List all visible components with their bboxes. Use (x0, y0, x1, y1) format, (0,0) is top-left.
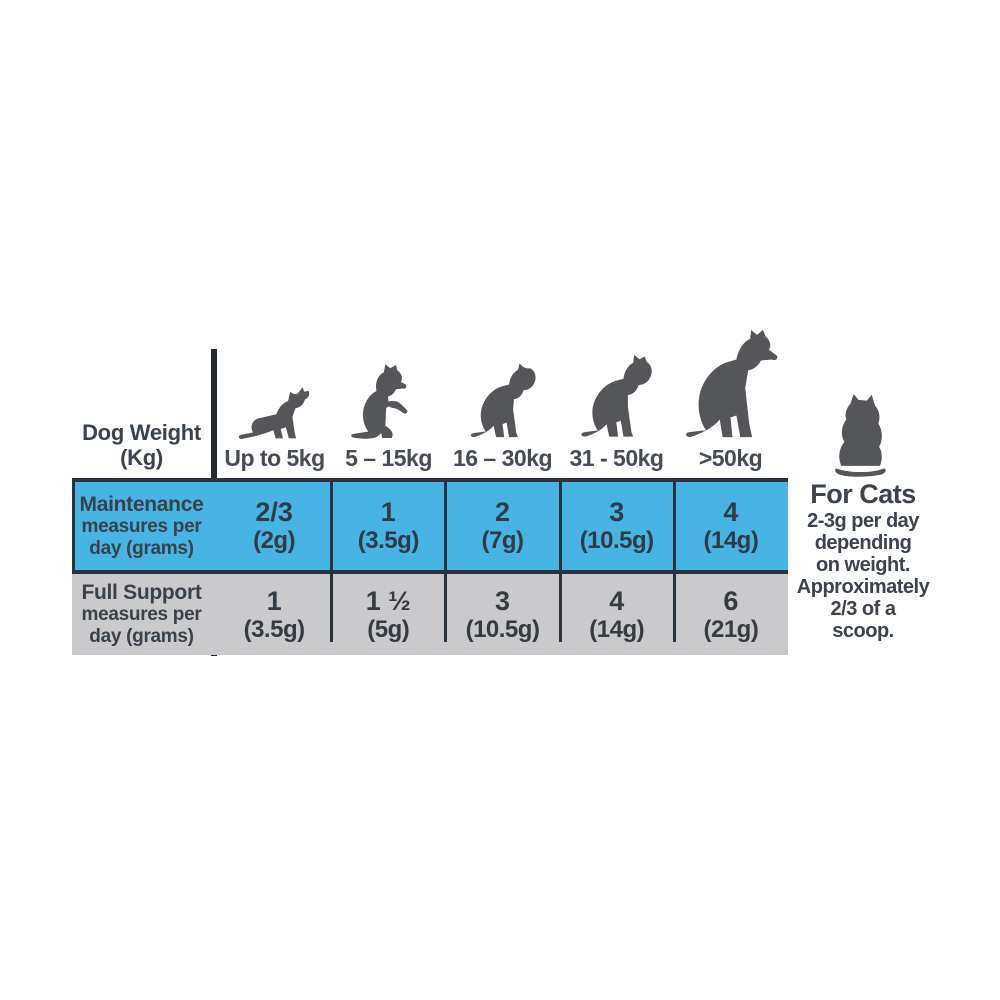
full-support-cell-col5: 6 (21g) (672, 574, 788, 655)
xlarge-dog-icon (686, 329, 778, 438)
measures-value: 1 ½ (365, 585, 411, 616)
row-label-line: Maintenance (79, 492, 204, 516)
full-support-cell-col3: 3 (10.5g) (444, 574, 559, 655)
measures-value: 1 (380, 497, 396, 527)
full-support-cell-col1: 1 (3.5g) (217, 574, 331, 655)
for-cats-note: For Cats 2-3g per day depending on weigh… (789, 479, 937, 642)
maintenance-cell-col1: 2/3 (2g) (217, 482, 331, 570)
grams-value: (21g) (703, 615, 759, 643)
for-cats-line: scoop. (832, 620, 894, 642)
measures-value: 1 (266, 585, 282, 616)
full-support-cell-col4: 4 (14g) (558, 574, 674, 655)
weight-label-col1: Up to 5kg (224, 445, 325, 471)
measures-value: 2 (494, 497, 511, 527)
measures-value: 6 (723, 585, 739, 616)
row-label-line: measures per (81, 515, 202, 537)
weight-label-col5: >50kg (698, 445, 763, 471)
maintenance-cell-col5: 4 (14g) (672, 482, 788, 570)
for-cats-line: Approximately (796, 576, 930, 598)
row-label-line: Full Support (81, 581, 202, 604)
grams-value: (14g) (589, 615, 645, 643)
dog-weight-header-line2: (Kg) (120, 445, 163, 470)
measures-value: 4 (723, 497, 739, 527)
dog-weight-header: Dog Weight (Kg) (72, 420, 211, 470)
row-label-line: measures per (81, 604, 202, 625)
maintenance-cell-col2: 1 (3.5g) (330, 482, 445, 570)
full-support-cell-col2: 1 ½ (5g) (330, 574, 445, 655)
for-cats-line: 2/3 of a (830, 598, 896, 620)
measures-value: 3 (494, 585, 511, 616)
cat-icon (835, 394, 886, 477)
weight-label-col2: 5 – 15kg (345, 445, 432, 471)
grams-value: (3.5g) (243, 615, 306, 643)
measures-value: 4 (609, 585, 625, 616)
dachshund-icon (238, 387, 310, 440)
measures-value: 3 (609, 497, 625, 527)
weight-label-col4: 31 - 50kg (569, 445, 664, 471)
dog-weight-header-line1: Dog Weight (82, 420, 201, 445)
measures-value: 2/3 (255, 497, 293, 527)
grams-value: (14g) (703, 527, 759, 554)
grams-value: (10.5g) (579, 527, 654, 554)
grams-value: (5g) (367, 615, 410, 643)
terrier-icon (351, 364, 408, 439)
for-cats-line: on weight. (816, 554, 910, 576)
grams-value: (2g) (253, 527, 296, 554)
full-support-row: Full Support measures per day (grams) 1 … (72, 574, 788, 655)
grams-value: (7g) (481, 527, 525, 554)
for-cats-title: For Cats (810, 479, 916, 509)
maintenance-cell-col3: 2 (7g) (444, 482, 559, 570)
weight-label-col3: 16 – 30kg (452, 445, 553, 471)
for-cats-line: 2-3g per day (807, 510, 919, 532)
large-dog-icon (581, 354, 652, 437)
feeding-table: Maintenance measures per day (grams) 2/3… (72, 478, 788, 655)
full-support-row-label: Full Support measures per day (grams) (72, 574, 211, 655)
maintenance-cell-col4: 3 (10.5g) (558, 482, 674, 570)
grams-value: (10.5g) (465, 615, 540, 643)
row-label-line: day (grams) (89, 537, 194, 559)
row-label-line: day (grams) (89, 626, 194, 647)
grams-value: (3.5g) (357, 527, 420, 554)
maintenance-row-label: Maintenance measures per day (grams) (72, 482, 211, 570)
medium-dog-icon (470, 363, 536, 438)
for-cats-line: depending (814, 532, 912, 554)
maintenance-row: Maintenance measures per day (grams) 2/3… (72, 482, 788, 570)
table-top-border (72, 478, 788, 482)
row-separator-line (72, 570, 788, 574)
